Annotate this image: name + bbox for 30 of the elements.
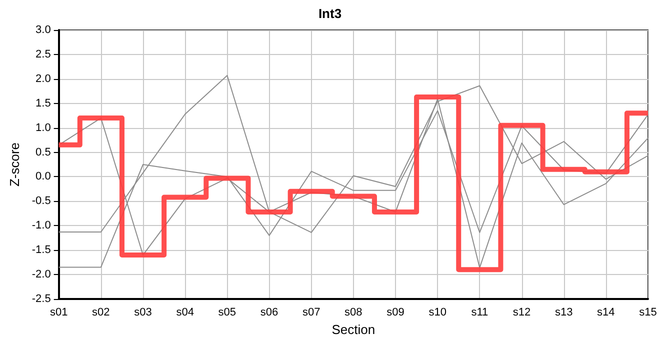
x-tick-label: s04 [176,306,194,318]
y-tick-label: 2.5 [36,48,51,60]
x-tick-label: s15 [639,306,657,318]
x-tick-label: s02 [92,306,110,318]
y-tick-label: -2.0 [32,268,51,281]
x-tick-label: s03 [134,306,152,318]
x-tick-label: s12 [512,306,531,318]
x-tick-label: s01 [50,306,68,318]
x-tick-label: s14 [597,306,615,318]
y-tick-label: 3.0 [36,24,51,36]
x-tick-label: s13 [554,306,573,318]
x-tick-label: s11 [471,306,488,318]
x-tick-label: s08 [344,306,362,318]
x-tick-label: s10 [428,306,446,318]
y-tick-label: -2.5 [32,293,51,305]
y-tick-label: 2.0 [36,72,51,85]
y-tick-label: -1.0 [32,220,51,232]
y-tick-label: 0.0 [36,170,51,183]
chart-title: Int3 [318,6,342,21]
y-tick-label: 0.5 [36,146,51,158]
x-tick-label: s07 [302,306,320,318]
y-tick-label: -1.5 [32,244,51,256]
x-tick-label: s09 [386,306,404,318]
y-tick-label: 1.5 [36,97,51,110]
x-tick-label: s06 [260,306,278,318]
y-tick-label: -0.5 [32,195,51,208]
x-tick-label: s05 [218,306,236,318]
y-axis-title: Z-score [7,142,22,187]
y-tick-label: 1.0 [36,122,51,134]
x-axis-title: Section [332,322,376,337]
